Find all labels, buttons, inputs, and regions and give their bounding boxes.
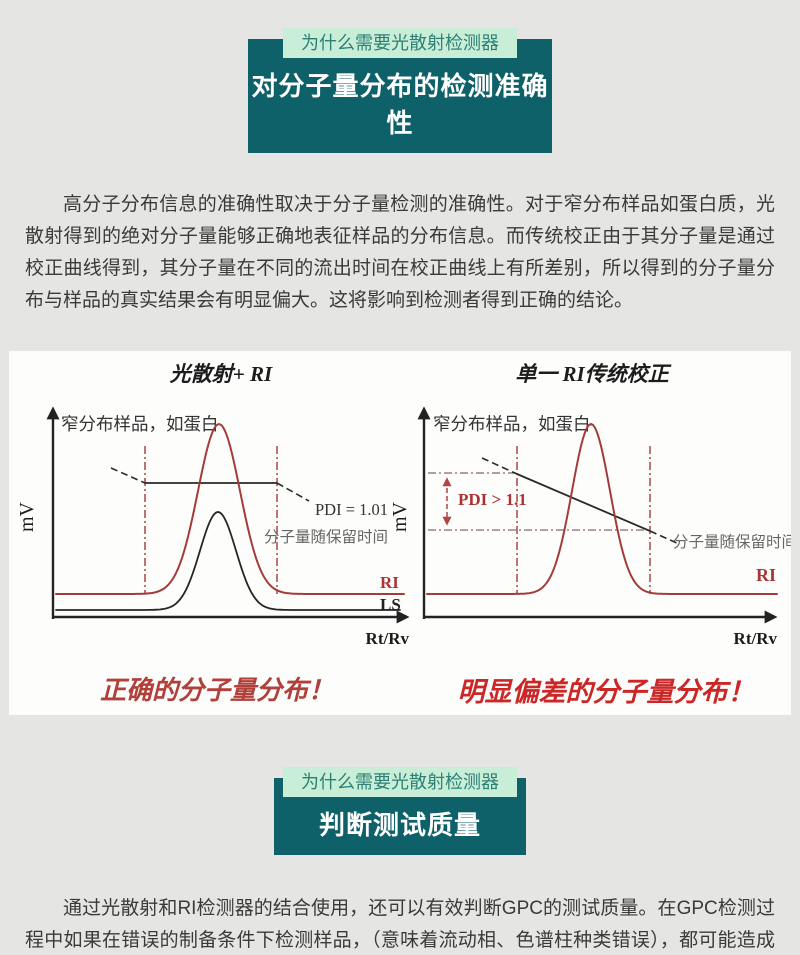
topic-badge: 为什么需要光散射检测器 (283, 28, 517, 58)
x-axis-label: Rt/Rv (734, 629, 778, 648)
mw-trend-dashed-right (649, 530, 680, 545)
panel-title: 光散射+ RI (169, 362, 273, 386)
mw-trend-dashed-left (481, 457, 518, 475)
mw-retention-annotation: 分子量随保留时间 (673, 533, 791, 551)
section-header-quality: 为什么需要光散射检测器 判断测试质量 (0, 715, 800, 855)
topic-badge-label: 为什么需要光散射检测器 (301, 772, 499, 792)
sample-annotation: 窄分布样品，如蛋白 (61, 414, 219, 434)
ri-curve (426, 422, 778, 595)
ls-curve (55, 511, 401, 611)
mw-retention-annotation: 分子量随保留时间 (264, 528, 388, 546)
comparison-figure-svg: 光散射+ RI mV Rt/Rv 窄分布样品，如蛋白 PDI = 1.01 分子… (16, 362, 791, 707)
y-axis-label: mV (389, 501, 411, 532)
ri-legend-label: RI (380, 573, 399, 592)
mw-trend-dashed-right (276, 482, 310, 502)
pdi-annotation: PDI = 1.01 (315, 500, 388, 519)
section-title: 判断测试质量 (318, 810, 481, 840)
topic-badge-label: 为什么需要光散射检测器 (301, 33, 499, 53)
paragraph-quality: 通过光散射和RI检测器的结合使用，还可以有效判断GPC的测试质量。在GPC检测过… (25, 898, 775, 951)
x-axis-label: Rt/Rv (366, 629, 410, 648)
section-title: 对分子量分布的检测准确性 (251, 71, 549, 138)
pdi-annotation: PDI > 1.1 (458, 490, 527, 509)
ri-legend-label: RI (756, 565, 776, 585)
panel-light-scattering: 光散射+ RI mV Rt/Rv 窄分布样品，如蛋白 PDI = 1.01 分子… (16, 362, 410, 705)
y-axis-label: mV (16, 501, 38, 532)
panel-conventional-calibration: 单一 RI传统校正 mV Rt/Rv 窄分布样品，如蛋白 PDI > 1.1 分… (389, 362, 791, 707)
ri-curve (55, 423, 405, 595)
sample-annotation: 窄分布样品，如蛋白 (433, 414, 591, 434)
section-header-accuracy: 为什么需要光散射检测器 对分子量分布的检测准确性 (0, 0, 800, 153)
ls-legend-label: LS (380, 595, 401, 614)
section-title-banner: 对分子量分布的检测准确性 (248, 39, 552, 153)
paragraph-accuracy: 高分子分布信息的准确性取决于分子量检测的准确性。对于窄分布样品如蛋白质，光散射得… (25, 194, 775, 311)
topic-badge: 为什么需要光散射检测器 (283, 767, 517, 797)
mw-trend-dashed-left (110, 467, 146, 484)
panel-caption: 正确的分子量分布！ (100, 676, 334, 705)
comparison-figure: 光散射+ RI mV Rt/Rv 窄分布样品，如蛋白 PDI = 1.01 分子… (9, 351, 791, 715)
mw-trend-slope-line (516, 473, 651, 532)
panel-caption: 明显偏差的分子量分布！ (458, 677, 755, 707)
panel-title: 单一 RI传统校正 (515, 362, 671, 386)
